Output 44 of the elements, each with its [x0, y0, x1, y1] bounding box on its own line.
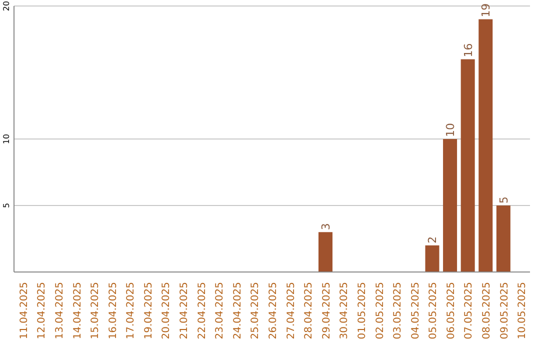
- data-label: 5: [497, 196, 510, 204]
- x-tick-label: 27.04.2025: [286, 282, 297, 340]
- x-tick-label: 04.05.2025: [410, 282, 422, 340]
- bar: [496, 206, 510, 272]
- x-tick-label: 21.04.2025: [179, 282, 190, 340]
- x-tick-label: 12.04.2025: [36, 282, 48, 340]
- x-tick-label: 19.04.2025: [143, 282, 154, 340]
- x-tick-label: 15.04.2025: [90, 282, 102, 340]
- x-tick-label: 06.05.2025: [446, 282, 457, 340]
- x-tick-label: 05.05.2025: [428, 282, 440, 340]
- y-tick-label: 10: [2, 134, 11, 144]
- data-label: 3: [319, 223, 332, 230]
- x-tick-label: 02.05.2025: [374, 282, 386, 340]
- x-tick-label: 22.04.2025: [196, 282, 208, 340]
- x-tick-label: 17.04.2025: [126, 282, 137, 340]
- data-label: 19: [480, 3, 493, 18]
- x-tick-label: 03.05.2025: [392, 282, 404, 340]
- data-label: 2: [426, 236, 440, 244]
- x-tick-label: 25.04.2025: [250, 282, 262, 340]
- y-tick-label: 5: [2, 202, 11, 208]
- x-tick-label: 24.04.2025: [232, 282, 244, 340]
- x-tick-label: 28.04.2025: [304, 282, 315, 340]
- x-tick-label: 10.05.2025: [517, 282, 528, 340]
- x-tick-label: 20.04.2025: [161, 282, 172, 340]
- bar: [443, 139, 458, 272]
- bar: [460, 59, 475, 272]
- x-tick-label: 23.04.2025: [214, 282, 226, 340]
- x-tick-label: 14.04.2025: [72, 282, 84, 340]
- y-tick-label: 20: [2, 0, 11, 12]
- x-tick-label: 16.04.2025: [108, 282, 119, 340]
- x-tick-label: 13.04.2025: [54, 282, 66, 340]
- x-tick-label: 30.04.2025: [339, 282, 350, 340]
- x-tick-label: 29.04.2025: [321, 282, 332, 340]
- x-tick-label: 01.05.2025: [356, 282, 368, 340]
- data-label: 10: [444, 123, 458, 137]
- x-tick-label: 26.04.2025: [268, 282, 279, 340]
- x-tick-label: 09.05.2025: [499, 282, 510, 340]
- x-tick-label: 11.04.2025: [18, 282, 30, 340]
- bar: [425, 245, 440, 272]
- bar: [318, 232, 332, 272]
- data-label: 16: [462, 43, 475, 58]
- x-tick-label: 08.05.2025: [482, 282, 493, 340]
- bar: [478, 19, 493, 272]
- x-tick-label: 07.05.2025: [464, 282, 475, 340]
